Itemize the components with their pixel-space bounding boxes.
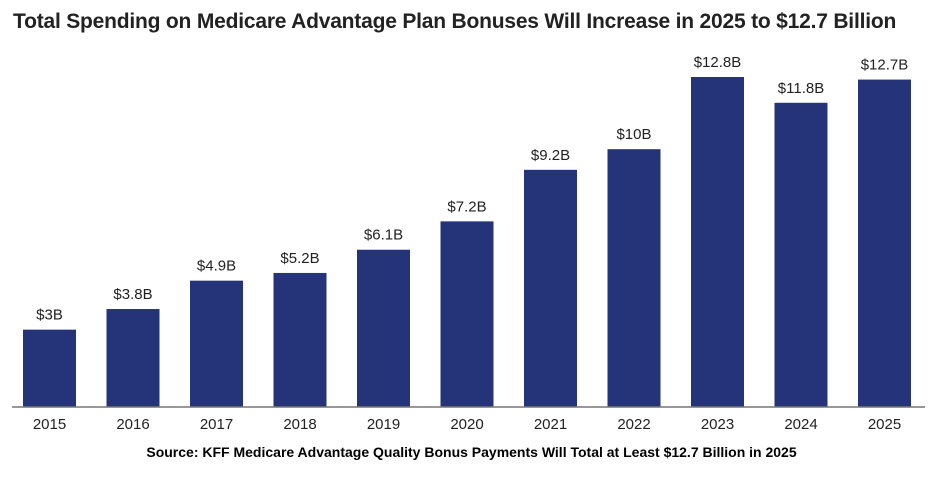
x-tick-2018: 2018: [283, 416, 316, 433]
data-label-2018: $5.2B: [280, 250, 319, 267]
bar-2021: [524, 169, 577, 407]
x-tick-2017: 2017: [200, 416, 233, 433]
data-label-2023: $12.8B: [694, 54, 742, 71]
data-label-2015: $3B: [36, 307, 63, 324]
x-tick-2020: 2020: [450, 416, 483, 433]
x-tick-2025: 2025: [868, 416, 901, 433]
data-label-2019: $6.1B: [364, 227, 403, 244]
bar-2024: [774, 102, 828, 407]
data-label-2021: $9.2B: [531, 147, 570, 164]
data-label-2020: $7.2B: [447, 198, 486, 215]
bar-2022: [607, 149, 661, 407]
bar-2017: [190, 280, 243, 407]
data-label-2017: $4.9B: [197, 258, 236, 275]
x-tick-2015: 2015: [33, 416, 66, 433]
bar-chart: $3B 2015 $3.8B 2016 $4.9B 2017 $5.2B 2018 $6.1B 2…: [12, 54, 925, 433]
x-tick-2019: 2019: [367, 416, 400, 433]
bar-2018: [273, 272, 327, 407]
data-label-2024: $11.8B: [778, 80, 824, 97]
bar-2023: [691, 77, 744, 407]
bar-2019: [357, 249, 410, 407]
data-label-2025: $12.7B: [861, 57, 909, 74]
data-label-2022: $10B: [616, 126, 651, 143]
x-tick-2021: 2021: [534, 416, 567, 433]
bar-2016: [106, 309, 160, 407]
chart-title: Total Spending on Medicare Advantage Pla…: [13, 10, 897, 33]
bar-2025: [858, 79, 911, 407]
x-tick-2023: 2023: [701, 416, 734, 433]
x-tick-2022: 2022: [617, 416, 650, 433]
x-tick-2024: 2024: [784, 416, 817, 433]
bar-2020: [440, 221, 494, 407]
bar-2015: [23, 329, 76, 407]
source-note: Source: KFF Medicare Advantage Quality B…: [146, 444, 797, 460]
data-label-2016: $3.8B: [113, 286, 152, 303]
x-tick-2016: 2016: [116, 416, 149, 433]
